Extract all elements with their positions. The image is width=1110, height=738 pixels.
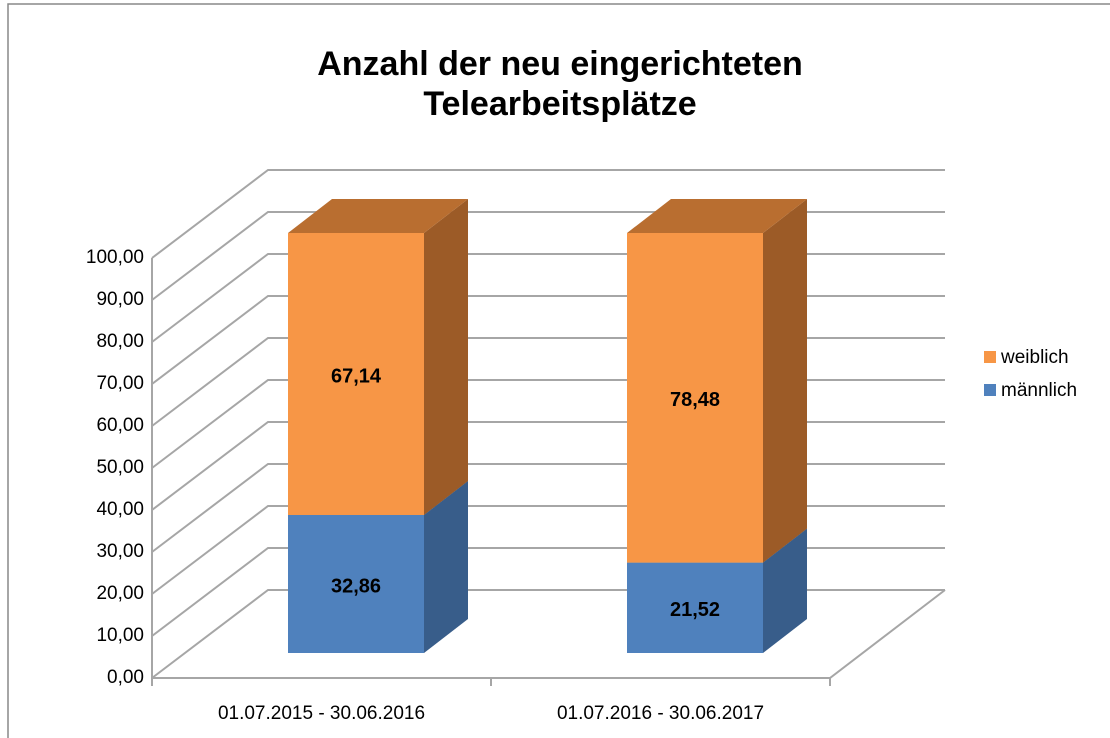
bar-front bbox=[627, 562, 763, 653]
y-tick-label: 0,00 bbox=[107, 667, 144, 688]
grid-line bbox=[151, 295, 945, 385]
bar-front bbox=[288, 233, 424, 515]
data-label: 32,86 bbox=[331, 575, 381, 597]
grid-line bbox=[151, 547, 945, 637]
x-tick-label: 01.07.2016 - 30.06.2017 bbox=[557, 703, 764, 724]
y-tick-label: 10,00 bbox=[96, 625, 144, 646]
y-tick-label: 90,00 bbox=[96, 289, 144, 310]
bar-top bbox=[288, 199, 468, 233]
x-tick-label: 01.07.2015 - 30.06.2016 bbox=[218, 703, 425, 724]
y-tick-label: 60,00 bbox=[96, 415, 144, 436]
y-tick-label: 70,00 bbox=[96, 373, 144, 394]
y-tick-label: 40,00 bbox=[96, 499, 144, 520]
bar-front bbox=[288, 514, 424, 653]
chart-title: Anzahl der neu eingerichteten Telearbeit… bbox=[317, 45, 803, 123]
legend-swatch bbox=[984, 351, 996, 363]
grid-line bbox=[151, 337, 945, 427]
bar-top bbox=[627, 199, 807, 233]
grid-line bbox=[151, 379, 945, 469]
data-label: 21,52 bbox=[670, 599, 720, 621]
legend-label: männlich bbox=[1001, 380, 1077, 401]
y-tick-label: 20,00 bbox=[96, 583, 144, 604]
grid-line bbox=[151, 169, 945, 259]
bar-side bbox=[424, 480, 468, 653]
floor bbox=[152, 589, 946, 679]
bar-front bbox=[627, 233, 763, 563]
grid-line bbox=[151, 253, 945, 343]
grid-line bbox=[151, 463, 945, 553]
grid-line bbox=[151, 421, 945, 511]
legend-swatch bbox=[984, 384, 996, 396]
y-tick-label: 80,00 bbox=[96, 331, 144, 352]
bar-side bbox=[763, 528, 807, 653]
grid-line bbox=[151, 505, 945, 595]
y-tick-label: 100,00 bbox=[86, 247, 144, 268]
grid-line bbox=[151, 589, 945, 679]
data-label: 67,14 bbox=[331, 365, 382, 387]
chart-border bbox=[7, 3, 1110, 738]
y-tick-label: 50,00 bbox=[96, 457, 144, 478]
y-tick-label: 30,00 bbox=[96, 541, 144, 562]
bar-side bbox=[763, 199, 807, 563]
grid-line bbox=[151, 211, 945, 301]
legend-label: weiblich bbox=[1000, 347, 1069, 368]
data-label: 78,48 bbox=[670, 389, 720, 411]
bar-side bbox=[424, 199, 468, 515]
